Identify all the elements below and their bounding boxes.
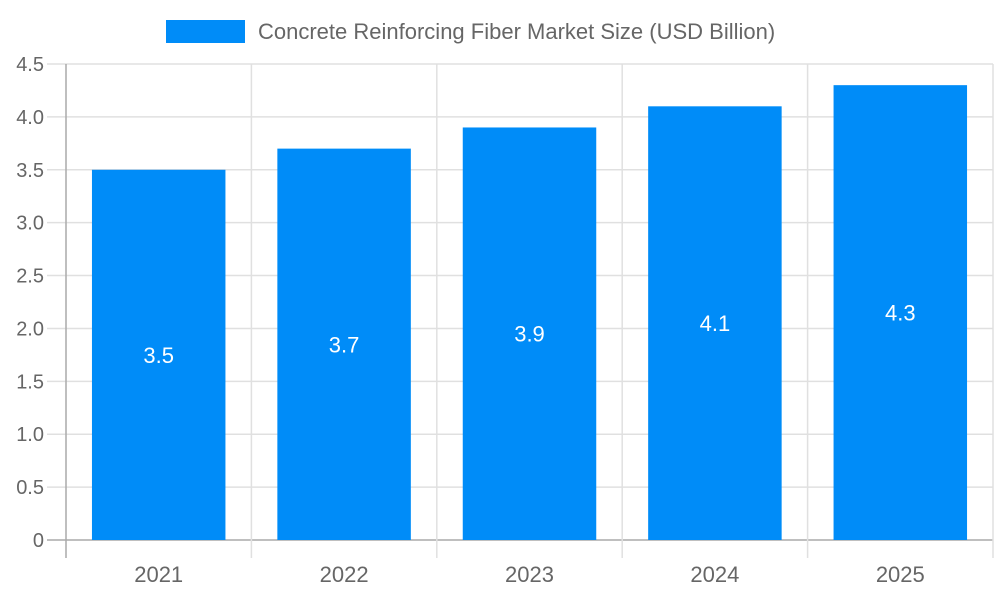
bar-2025 — [833, 85, 968, 541]
data-label: 4.3 — [885, 301, 916, 326]
data-label: 4.1 — [700, 311, 731, 336]
data-label: 3.7 — [329, 332, 360, 357]
legend-swatch — [166, 20, 245, 43]
bar-2021 — [91, 169, 226, 540]
x-tick-label: 2023 — [505, 562, 554, 587]
y-tick-label: 2.5 — [16, 266, 44, 288]
y-tick-label: 4.5 — [16, 54, 44, 76]
axes: 0 0.5 1.0 1.5 2.0 2.5 3.0 3.5 4.0 4.5 2021 2022 2023… — [16, 54, 925, 587]
y-tick-label: 3.0 — [16, 213, 44, 235]
x-tick-label: 2022 — [320, 562, 369, 587]
bars: 3.5 3.7 3.9 4.1 4.3 — [91, 85, 968, 541]
y-tick-label: 3.5 — [16, 160, 44, 182]
x-tick-label: 2025 — [876, 562, 925, 587]
bar-2024 — [648, 106, 782, 541]
bar-2022 — [277, 148, 411, 540]
y-tick-label: 1.0 — [16, 424, 44, 446]
y-tick-label: 0 — [33, 530, 44, 552]
data-label: 3.5 — [143, 343, 174, 368]
x-tick-label: 2024 — [690, 562, 739, 587]
y-tick-label: 2.0 — [16, 318, 44, 340]
y-tick-label: 4.0 — [16, 107, 44, 129]
data-label: 3.9 — [514, 322, 545, 347]
y-tick-label: 1.5 — [16, 371, 44, 393]
legend-label: Concrete Reinforcing Fiber Market Size (… — [258, 19, 775, 44]
x-tick-label: 2021 — [134, 562, 183, 587]
legend[interactable]: Concrete Reinforcing Fiber Market Size (… — [166, 19, 775, 44]
bar-2023 — [462, 127, 597, 540]
y-tick-label: 0.5 — [16, 477, 44, 499]
